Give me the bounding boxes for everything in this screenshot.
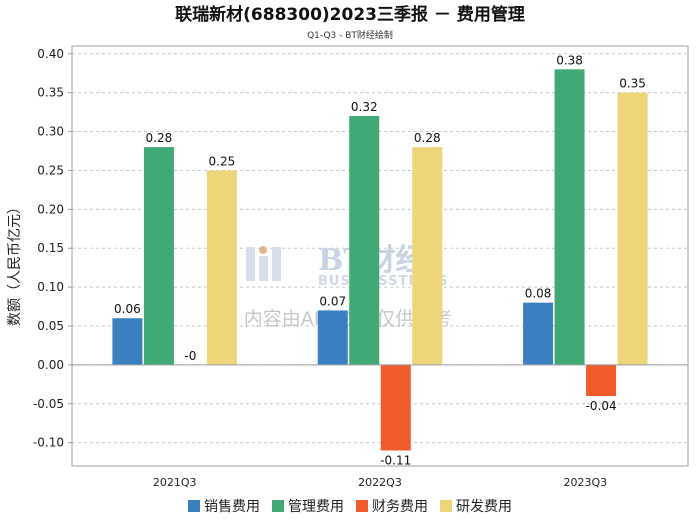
bars — [112, 69, 648, 451]
data-label: -0 — [184, 349, 196, 363]
x-tick-label: 2023Q3 — [564, 476, 608, 489]
legend-label: 研发费用 — [456, 499, 512, 515]
bar-1-2021Q3 — [112, 318, 143, 365]
x-tick-label: 2022Q3 — [358, 476, 402, 489]
y-tick-label: 0.00 — [37, 358, 64, 372]
bar-4-2023Q3 — [617, 92, 648, 365]
y-tick-label: -0.05 — [33, 397, 64, 411]
x-axis-ticks: 2021Q3 2022Q3 2023Q3 — [153, 476, 607, 489]
legend-swatch — [356, 500, 368, 512]
data-label: 0.28 — [146, 131, 173, 145]
data-label: 0.38 — [556, 53, 583, 67]
data-label: 0.08 — [525, 287, 552, 301]
data-label: -0.04 — [586, 399, 617, 413]
chart-subtitle: Q1-Q3 - BT财经绘制 — [307, 29, 393, 41]
y-tick-label: 0.30 — [37, 125, 64, 139]
legend-label: 销售费用 — [204, 499, 260, 515]
watermark-ai-note: 内容由AI生成，仅供参考 — [244, 308, 453, 330]
y-tick-label: 0.35 — [37, 86, 64, 100]
y-axis-label: 数额（人民币亿元） — [7, 200, 23, 326]
y-tick-label: 0.10 — [37, 280, 64, 294]
bar-4-2021Q3 — [206, 170, 237, 365]
bar-1-2022Q3 — [317, 310, 348, 365]
y-tick-label: 0.40 — [37, 47, 64, 61]
data-label: -0.11 — [380, 453, 411, 467]
legend-swatch — [272, 500, 284, 512]
x-tick-label: 2021Q3 — [153, 476, 197, 489]
watermark-logo-icon — [246, 246, 281, 281]
bar-1-2023Q3 — [523, 302, 554, 365]
data-label: 0.32 — [351, 100, 378, 114]
y-axis-ticks: 0.40 0.35 0.30 0.25 0.20 0.15 0.10 0.05 0.00 -0.0… — [33, 47, 72, 450]
legend: 销售费用 管理费用 财务费用 研发费用 — [188, 499, 512, 515]
bar-2-2023Q3 — [554, 69, 585, 365]
bar-3-2023Q3 — [586, 364, 617, 396]
legend-swatch — [188, 500, 200, 512]
legend-swatch — [440, 500, 452, 512]
chart-title: 联瑞新材(688300)2023三季报 － 费用管理 — [175, 4, 525, 25]
legend-label: 财务费用 — [372, 499, 428, 515]
y-tick-label: -0.10 — [33, 436, 64, 450]
y-tick-label: 0.20 — [37, 202, 64, 216]
bar-2-2021Q3 — [143, 147, 174, 365]
y-tick-label: 0.05 — [37, 319, 64, 333]
bar-2-2022Q3 — [349, 116, 380, 365]
bar-4-2022Q3 — [412, 147, 443, 365]
legend-label: 管理费用 — [288, 499, 344, 515]
data-label: 0.06 — [114, 302, 141, 316]
bar-3-2022Q3 — [380, 364, 411, 451]
data-label: 0.07 — [319, 294, 346, 308]
data-label: 0.35 — [619, 77, 646, 91]
data-label: 0.28 — [414, 131, 441, 145]
y-tick-label: 0.15 — [37, 241, 64, 255]
data-label: 0.25 — [209, 154, 236, 168]
data-labels: 0.06 0.28 -0 0.25 0.07 0.32 -0.11 0.28 0.08 0.38 -… — [114, 53, 646, 467]
y-tick-label: 0.25 — [37, 163, 64, 177]
plot-frame — [71, 45, 689, 467]
